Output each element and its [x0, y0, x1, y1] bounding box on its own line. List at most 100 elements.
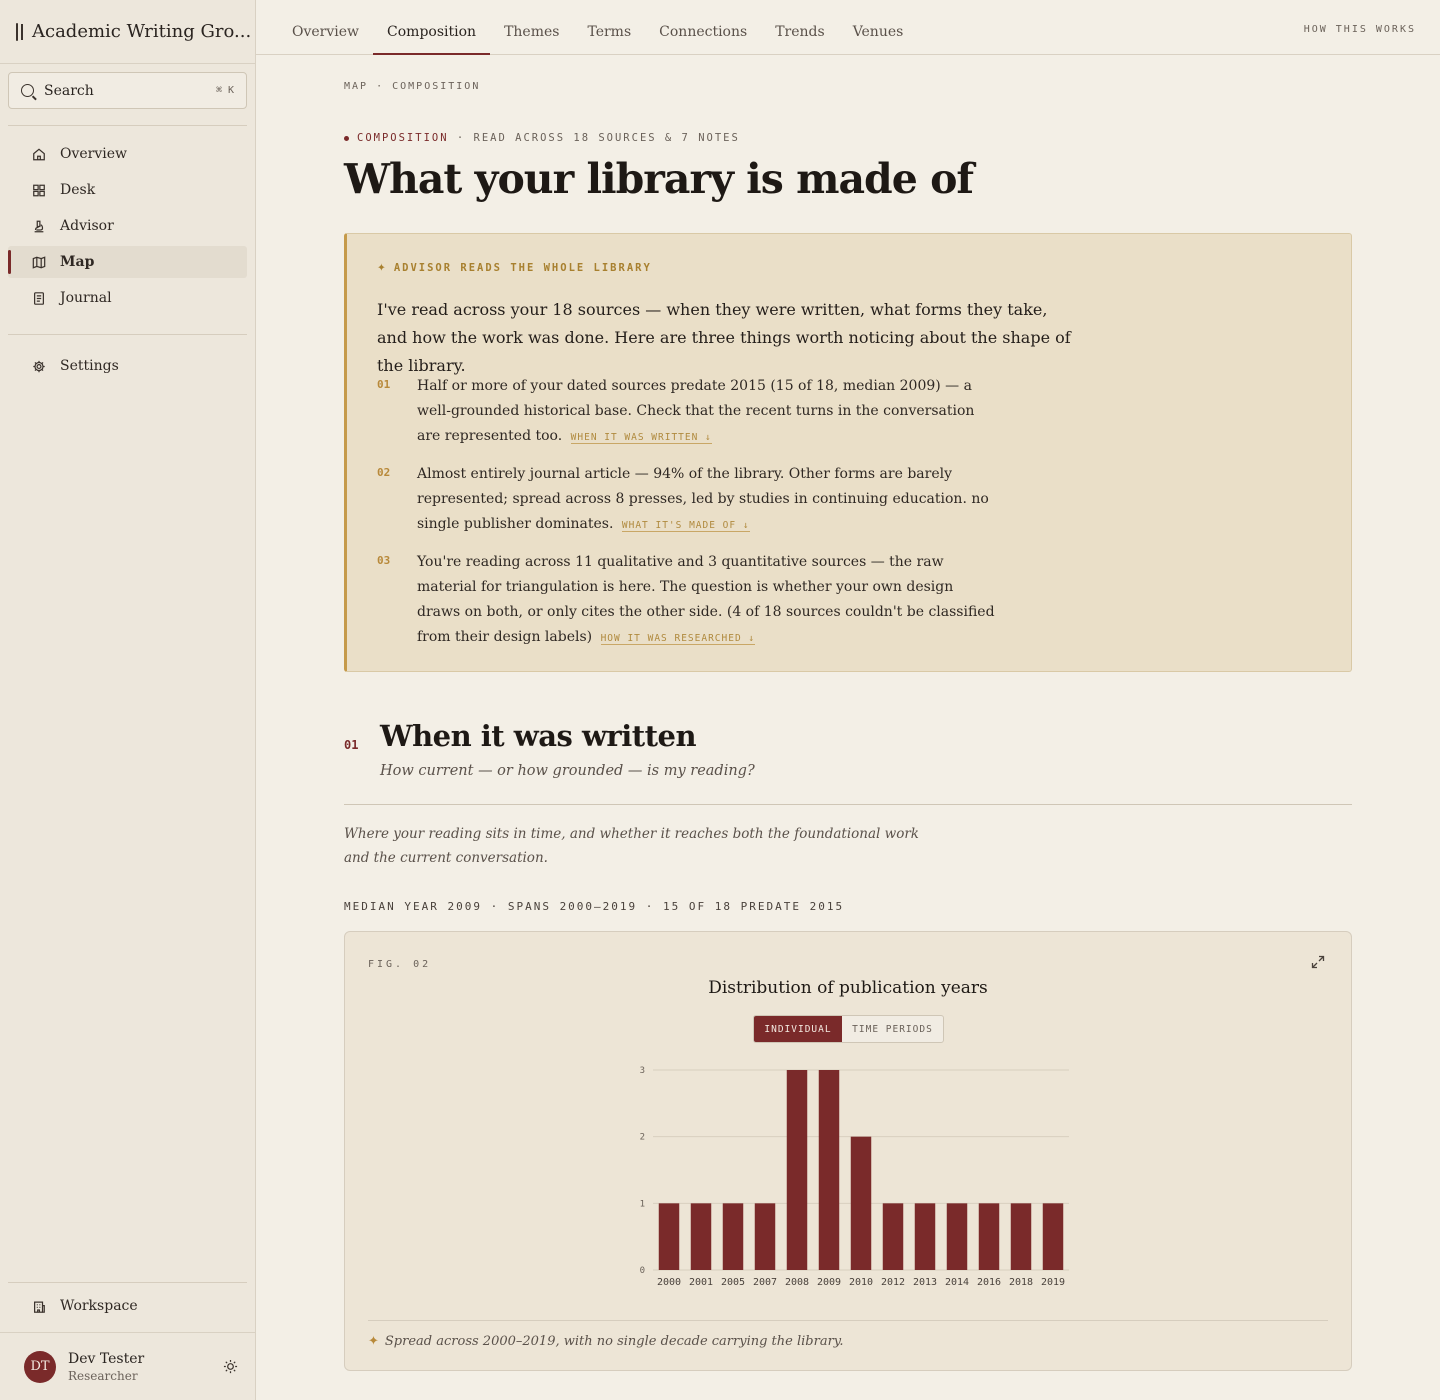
- sidebar-item-label: Workspace: [60, 1298, 138, 1314]
- grid-icon: [32, 183, 46, 197]
- tab-composition[interactable]: Composition: [373, 0, 491, 55]
- sidebar-item-advisor[interactable]: Advisor: [8, 210, 247, 242]
- x-tick-label: 2009: [817, 1277, 841, 1288]
- divider: [8, 1282, 247, 1283]
- search-icon: [21, 84, 34, 97]
- toggle-individual[interactable]: INDIVIDUAL: [754, 1016, 842, 1042]
- sidebar-item-map[interactable]: Map: [8, 246, 247, 278]
- bar: [946, 1203, 968, 1270]
- bar: [818, 1070, 840, 1270]
- bar: [978, 1203, 1000, 1270]
- sidebar-header: Academic Writing Gro...: [0, 0, 255, 64]
- x-tick-label: 2013: [913, 1277, 937, 1288]
- x-tick-label: 2001: [689, 1277, 713, 1288]
- sparkle-icon: ✦: [368, 1334, 379, 1349]
- section-description: Where your reading sits in time, and whe…: [344, 826, 919, 866]
- x-tick-label: 2018: [1009, 1277, 1033, 1288]
- x-tick-label: 2005: [721, 1277, 745, 1288]
- bar: [690, 1203, 712, 1270]
- figure-divider: [368, 1320, 1328, 1321]
- user-name: Dev Tester: [68, 1350, 145, 1367]
- sidebar-item-label: Advisor: [60, 218, 114, 234]
- avatar: DT: [24, 1350, 56, 1383]
- section-title: When it was written: [380, 719, 697, 753]
- home-icon: [32, 147, 46, 161]
- sidebar-item-workspace[interactable]: Workspace: [8, 1290, 247, 1322]
- user-profile[interactable]: DT Dev Tester Researcher: [0, 1332, 256, 1400]
- sidebar-toggle-icon[interactable]: [16, 22, 23, 41]
- sparkle-icon: ✦: [377, 262, 388, 274]
- page-eyebrow: COMPOSITION · READ ACROSS 18 SOURCES & 7…: [344, 132, 740, 144]
- insight-number: 03: [377, 554, 391, 567]
- bar: [1042, 1203, 1064, 1270]
- divider: [8, 125, 247, 126]
- advisor-label: ✦ ADVISOR READS THE WHOLE LIBRARY: [377, 262, 652, 274]
- bar: [722, 1203, 744, 1270]
- bar: [786, 1070, 808, 1270]
- divider: [8, 334, 247, 335]
- breadcrumb: MAP · COMPOSITION: [344, 81, 481, 92]
- toggle-time-periods[interactable]: TIME PERIODS: [852, 1023, 933, 1035]
- figure-card: FIG. 02 Distribution of publication year…: [344, 931, 1352, 1371]
- workspace-section: Workspace: [8, 1290, 247, 1326]
- expand-icon[interactable]: [1311, 954, 1325, 973]
- sidebar-item-label: Map: [60, 254, 95, 270]
- jump-link-how-researched[interactable]: HOW IT WAS RESEARCHED ↓: [600, 633, 756, 645]
- insight-text: Almost entirely journal article — 94% of…: [417, 466, 989, 532]
- sidebar-item-label: Journal: [60, 290, 112, 306]
- tab-trends[interactable]: Trends: [775, 24, 825, 40]
- bar: [658, 1203, 680, 1270]
- top-bar: Overview Composition Themes Terms Connec…: [256, 0, 1440, 55]
- sidebar-item-label: Settings: [60, 358, 119, 374]
- tab-themes[interactable]: Themes: [504, 24, 560, 40]
- settings-section: Settings: [8, 350, 247, 386]
- figure-note: ✦ Spread across 2000–2019, with no single…: [368, 1334, 844, 1349]
- sidebar-item-overview[interactable]: Overview: [8, 138, 247, 170]
- bar: [882, 1203, 904, 1270]
- chart-title: Distribution of publication years: [708, 978, 988, 998]
- tab-terms[interactable]: Terms: [587, 24, 632, 40]
- tab-overview[interactable]: Overview: [292, 24, 360, 40]
- view-toggle: INDIVIDUAL TIME PERIODS: [753, 1015, 944, 1043]
- jump-link-when-written[interactable]: WHEN IT WAS WRITTEN ↓: [570, 432, 712, 444]
- microscope-icon: [32, 219, 46, 233]
- jump-link-what-made-of[interactable]: WHAT IT'S MADE OF ↓: [621, 520, 750, 532]
- sidebar-nav: Overview Desk Advisor Map Journal: [8, 138, 247, 318]
- x-tick-label: 2007: [753, 1277, 777, 1288]
- insight-number: 01: [377, 378, 391, 391]
- sidebar-item-settings[interactable]: Settings: [8, 350, 247, 382]
- y-tick-label: 1: [640, 1199, 645, 1209]
- tab-connections[interactable]: Connections: [659, 24, 748, 40]
- x-tick-label: 2010: [849, 1277, 873, 1288]
- user-role: Researcher: [68, 1368, 138, 1383]
- section-divider: [344, 804, 1352, 805]
- eyebrow-detail: · READ ACROSS 18 SOURCES & 7 NOTES: [456, 132, 740, 144]
- section-number: 01: [344, 738, 359, 752]
- x-tick-label: 2012: [881, 1277, 905, 1288]
- figure-label: FIG. 02: [368, 959, 432, 970]
- section-subtitle: How current — or how grounded — is my re…: [380, 763, 755, 779]
- sidebar-item-journal[interactable]: Journal: [8, 282, 247, 314]
- year-distribution-chart: 0 1 2 3 2000 2001 2005 2007 2008 2009 2010 2012 2013…: [640, 1066, 1069, 1288]
- page-title: What your library is made of: [344, 155, 974, 203]
- sun-icon[interactable]: [223, 1359, 238, 1378]
- search-input[interactable]: Search ⌘ K: [8, 72, 247, 109]
- search-shortcut: ⌘ K: [215, 85, 234, 96]
- gear-icon: [32, 359, 46, 373]
- section-stats: MEDIAN YEAR 2009 · SPANS 2000–2019 · 15 …: [344, 900, 845, 913]
- workspace-title[interactable]: Academic Writing Gro...: [32, 21, 252, 42]
- y-tick-label: 2: [640, 1133, 645, 1143]
- tab-bar: Overview Composition Themes Terms Connec…: [278, 0, 917, 55]
- bar: [1010, 1203, 1032, 1270]
- x-tick-label: 2014: [945, 1277, 969, 1288]
- advisor-lead: I've read across your 18 sources — when …: [377, 300, 1071, 375]
- advisor-panel: ✦ ADVISOR READS THE WHOLE LIBRARY I've re…: [344, 233, 1352, 672]
- x-tick-label: 2000: [657, 1277, 681, 1288]
- x-tick-label: 2008: [785, 1277, 809, 1288]
- advisor-insight: 03 You're reading across 11 qualitative …: [377, 550, 997, 651]
- tab-venues[interactable]: Venues: [852, 24, 904, 40]
- advisor-insight: 01 Half or more of your dated sources pr…: [377, 374, 997, 450]
- how-this-works-link[interactable]: HOW THIS WORKS: [1303, 24, 1416, 35]
- eyebrow-section: COMPOSITION: [357, 132, 449, 144]
- sidebar-item-desk[interactable]: Desk: [8, 174, 247, 206]
